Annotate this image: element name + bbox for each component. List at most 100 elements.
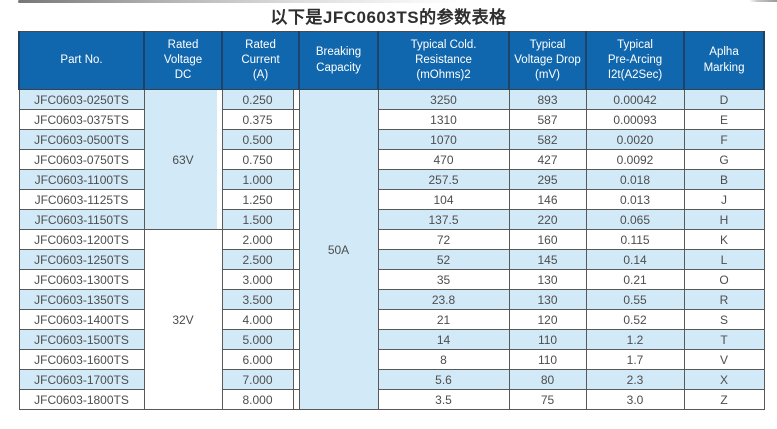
cell-pre-arcing: 0.55 bbox=[585, 289, 685, 310]
cell-resistance: 5.6 bbox=[377, 369, 510, 390]
spacer-cell bbox=[292, 349, 300, 370]
spacer-cell bbox=[292, 289, 300, 310]
cell-voltage-drop: 130 bbox=[508, 269, 587, 290]
cell-alpha-marking: S bbox=[683, 309, 765, 330]
table-row: JFC0603-0375TS 0.375 1310 587 0.00093 E bbox=[18, 109, 765, 130]
top-shadow-strip bbox=[18, 0, 483, 3]
cell-alpha-marking: G bbox=[683, 149, 765, 170]
table-row: JFC0603-1300TS 3.000 35 130 0.21 O bbox=[18, 269, 765, 290]
cell-part-no: JFC0603-1300TS bbox=[18, 269, 145, 290]
cell-pre-arcing: 1.2 bbox=[585, 329, 685, 350]
cell-part-no: JFC0603-1350TS bbox=[18, 289, 145, 310]
cell-pre-arcing: 0.00042 bbox=[585, 89, 685, 110]
cell-voltage-drop: 220 bbox=[508, 209, 587, 230]
table-row: JFC0603-1600TS 6.000 8 110 1.7 V bbox=[18, 349, 765, 370]
cell-breaking-capacity: 50A bbox=[298, 89, 379, 410]
cell-alpha-marking: F bbox=[683, 129, 765, 150]
cell-pre-arcing: 0.018 bbox=[585, 169, 685, 190]
cell-rated-voltage-group: 32V bbox=[143, 229, 223, 410]
cell-part-no: JFC0603-1500TS bbox=[18, 329, 145, 350]
cell-part-no: JFC0603-1150TS bbox=[18, 209, 145, 230]
cell-part-no: JFC0603-1600TS bbox=[18, 349, 145, 370]
spacer-cell bbox=[292, 389, 300, 410]
cell-rated-current: 4.000 bbox=[221, 309, 294, 330]
cell-rated-current: 0.500 bbox=[221, 129, 294, 150]
cell-pre-arcing: 2.3 bbox=[585, 369, 685, 390]
col-header-voltage-drop: Typical Voltage Drop (mV) bbox=[508, 31, 588, 90]
table-row: JFC0603-0750TS 0.750 470 427 0.0092 G bbox=[18, 149, 765, 170]
cell-resistance: 23.8 bbox=[377, 289, 510, 310]
cell-part-no: JFC0603-0375TS bbox=[18, 109, 145, 130]
cell-alpha-marking: E bbox=[683, 109, 765, 130]
cell-pre-arcing: 0.013 bbox=[585, 189, 685, 210]
table-row: JFC0603-1125TS 1.250 104 146 0.013 J bbox=[18, 189, 765, 210]
cell-rated-current: 1.000 bbox=[221, 169, 294, 190]
cell-resistance: 470 bbox=[377, 149, 510, 170]
cell-rated-current: 0.750 bbox=[221, 149, 294, 170]
cell-pre-arcing: 3.0 bbox=[585, 389, 685, 410]
cell-resistance: 1070 bbox=[377, 129, 510, 150]
parameters-table: Part No. Rated Voltage DC Rated Current … bbox=[18, 31, 766, 410]
cell-alpha-marking: D bbox=[683, 89, 765, 110]
cell-pre-arcing: 0.52 bbox=[585, 309, 685, 330]
cell-voltage-drop: 75 bbox=[508, 389, 587, 410]
cell-part-no: JFC0603-0750TS bbox=[18, 149, 145, 170]
cell-pre-arcing: 1.7 bbox=[585, 349, 685, 370]
cell-part-no: JFC0603-1400TS bbox=[18, 309, 145, 330]
cell-rated-current: 1.250 bbox=[221, 189, 294, 210]
spacer-cell bbox=[292, 109, 300, 130]
col-header-part-no: Part No. bbox=[18, 31, 145, 90]
header-row: Part No. Rated Voltage DC Rated Current … bbox=[18, 31, 766, 90]
cell-part-no: JFC0603-1200TS bbox=[18, 229, 145, 250]
spacer-cell bbox=[292, 229, 300, 250]
cell-rated-current: 2.500 bbox=[221, 249, 294, 270]
cell-voltage-drop: 110 bbox=[508, 329, 587, 350]
cell-alpha-marking: K bbox=[683, 229, 765, 250]
cell-voltage-drop: 130 bbox=[508, 289, 587, 310]
cell-resistance: 1310 bbox=[377, 109, 510, 130]
col-header-rated-current: Rated Current (A) bbox=[220, 31, 301, 90]
cell-alpha-marking: X bbox=[683, 369, 765, 390]
cell-part-no: JFC0603-1800TS bbox=[18, 389, 145, 410]
cell-rated-current: 3.000 bbox=[221, 269, 294, 290]
cell-alpha-marking: V bbox=[683, 349, 765, 370]
cell-voltage-drop: 145 bbox=[508, 249, 587, 270]
cell-resistance: 104 bbox=[377, 189, 510, 210]
cell-resistance: 257.5 bbox=[377, 169, 510, 190]
table-row: JFC0603-0250TS 63V 0.250 50A 3250 893 0.00042 D bbox=[18, 89, 765, 410]
cell-resistance: 8 bbox=[377, 349, 510, 370]
top-right-shadow bbox=[749, 0, 777, 2]
cell-pre-arcing: 0.115 bbox=[585, 229, 685, 250]
cell-resistance: 72 bbox=[377, 229, 510, 250]
spacer-cell bbox=[292, 149, 300, 170]
spacer-cell bbox=[292, 129, 300, 150]
table-row: JFC0603-0500TS 0.500 1070 582 0.0020 F bbox=[18, 129, 765, 150]
cell-voltage-drop: 110 bbox=[508, 349, 587, 370]
spacer-cell bbox=[292, 189, 300, 210]
cell-alpha-marking: T bbox=[683, 329, 765, 350]
cell-rated-current: 0.375 bbox=[221, 109, 294, 130]
spacer-cell bbox=[292, 329, 300, 350]
cell-rated-current: 1.500 bbox=[221, 209, 294, 230]
table-row: JFC0603-1700TS 7.000 5.6 80 2.3 X bbox=[18, 369, 765, 390]
cell-part-no: JFC0603-1100TS bbox=[18, 169, 145, 190]
cell-resistance: 35 bbox=[377, 269, 510, 290]
spacer-cell bbox=[292, 209, 300, 230]
cell-voltage-drop: 582 bbox=[508, 129, 587, 150]
cell-part-no: JFC0603-1250TS bbox=[18, 249, 145, 270]
cell-pre-arcing: 0.21 bbox=[585, 269, 685, 290]
page-title: 以下是JFC0603TS的参数表格 bbox=[270, 8, 507, 27]
cell-pre-arcing: 0.0020 bbox=[585, 129, 685, 150]
cell-rated-current: 8.000 bbox=[221, 389, 294, 410]
cell-part-no: JFC0603-1700TS bbox=[18, 369, 145, 390]
cell-resistance: 52 bbox=[377, 249, 510, 270]
table-row: JFC0603-1150TS 1.500 137.5 220 0.065 H bbox=[18, 209, 765, 230]
col-header-pre-arcing: Typical Pre-Arcing I2t(A2Sec) bbox=[585, 31, 686, 90]
table-row: JFC0603-1350TS 3.500 23.8 130 0.55 R bbox=[18, 289, 765, 310]
cell-voltage-drop: 427 bbox=[508, 149, 587, 170]
cell-alpha-marking: Z bbox=[683, 389, 765, 410]
cell-rated-voltage-group: 63V bbox=[143, 89, 223, 230]
table-row: JFC0603-1250TS 2.500 52 145 0.14 L bbox=[18, 249, 765, 270]
table-row: JFC0603-1200TS 32V 2.000 72 160 0.115 K bbox=[18, 229, 765, 410]
